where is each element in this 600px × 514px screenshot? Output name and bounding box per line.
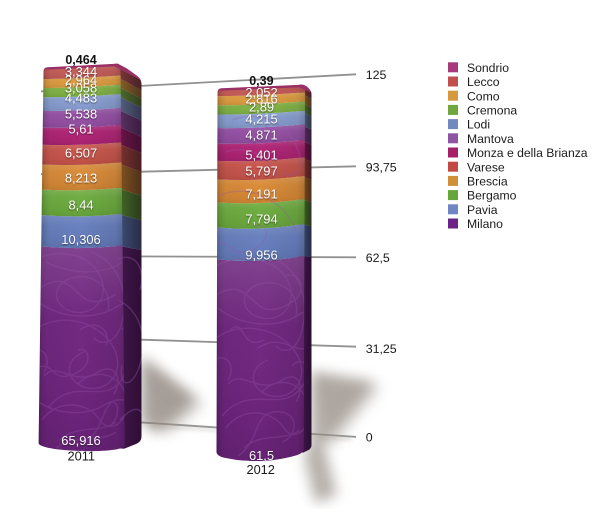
svg-text:62,5: 62,5 bbox=[366, 251, 390, 265]
svg-text:61,5: 61,5 bbox=[249, 448, 274, 463]
svg-text:5,538: 5,538 bbox=[65, 107, 97, 122]
svg-text:5,538: 5,538 bbox=[65, 107, 97, 122]
svg-text:5,797: 5,797 bbox=[245, 164, 277, 179]
svg-text:2,89: 2,89 bbox=[249, 100, 274, 115]
svg-text:9,956: 9,956 bbox=[245, 248, 277, 263]
svg-text:Lodi: Lodi bbox=[467, 118, 490, 132]
svg-text:65,916: 65,916 bbox=[61, 434, 100, 449]
svg-text:4,871: 4,871 bbox=[245, 128, 277, 143]
svg-text:2,89: 2,89 bbox=[249, 100, 274, 115]
svg-text:4,483: 4,483 bbox=[65, 91, 97, 106]
svg-text:Cremona: Cremona bbox=[467, 104, 517, 118]
svg-text:0,39: 0,39 bbox=[249, 74, 273, 88]
svg-text:0: 0 bbox=[366, 430, 373, 444]
svg-text:31,25: 31,25 bbox=[366, 342, 397, 356]
svg-text:6,507: 6,507 bbox=[65, 146, 97, 161]
svg-text:8,44: 8,44 bbox=[68, 198, 93, 213]
svg-text:7,191: 7,191 bbox=[245, 187, 277, 202]
svg-text:8,213: 8,213 bbox=[65, 171, 97, 186]
svg-text:9,956: 9,956 bbox=[245, 248, 277, 263]
svg-text:2,052: 2,052 bbox=[245, 85, 277, 100]
svg-text:3,344: 3,344 bbox=[65, 65, 97, 80]
svg-text:3,344: 3,344 bbox=[65, 64, 97, 79]
svg-text:8,213: 8,213 bbox=[65, 171, 97, 186]
svg-text:4,483: 4,483 bbox=[65, 91, 97, 106]
svg-text:93,75: 93,75 bbox=[366, 160, 397, 174]
svg-text:5,61: 5,61 bbox=[68, 122, 93, 137]
svg-text:Bergamo: Bergamo bbox=[467, 189, 517, 203]
svg-text:10,306: 10,306 bbox=[61, 232, 100, 247]
svg-text:5,401: 5,401 bbox=[245, 148, 277, 163]
svg-text:2,816: 2,816 bbox=[245, 92, 277, 107]
svg-text:61,5: 61,5 bbox=[249, 449, 274, 464]
svg-text:5,61: 5,61 bbox=[68, 122, 93, 137]
svg-text:5,401: 5,401 bbox=[245, 148, 277, 163]
svg-text:Mantova: Mantova bbox=[467, 132, 514, 146]
svg-text:2,964: 2,964 bbox=[65, 73, 97, 88]
svg-text:Brescia: Brescia bbox=[467, 175, 508, 189]
svg-text:3,058: 3,058 bbox=[65, 81, 97, 96]
svg-text:5,797: 5,797 bbox=[245, 164, 277, 179]
svg-text:10,306: 10,306 bbox=[61, 233, 100, 248]
svg-text:2012: 2012 bbox=[246, 462, 274, 477]
svg-text:Varese: Varese bbox=[467, 160, 505, 174]
svg-text:Como: Como bbox=[467, 89, 500, 103]
svg-text:4,215: 4,215 bbox=[245, 112, 277, 127]
svg-text:2011: 2011 bbox=[68, 448, 96, 463]
svg-text:7,794: 7,794 bbox=[245, 212, 277, 227]
svg-text:3,058: 3,058 bbox=[65, 81, 97, 96]
svg-text:4,871: 4,871 bbox=[245, 128, 277, 143]
svg-text:Sondrio: Sondrio bbox=[467, 61, 509, 75]
svg-text:Lecco: Lecco bbox=[467, 75, 500, 89]
svg-text:7,794: 7,794 bbox=[245, 212, 277, 227]
svg-text:65,916: 65,916 bbox=[61, 433, 100, 448]
svg-text:0,464: 0,464 bbox=[65, 53, 96, 67]
svg-text:125: 125 bbox=[366, 68, 387, 82]
svg-text:2,964: 2,964 bbox=[65, 73, 97, 88]
svg-text:8,44: 8,44 bbox=[68, 198, 93, 213]
svg-text:4,215: 4,215 bbox=[245, 112, 277, 127]
svg-text:Milano: Milano bbox=[467, 217, 503, 231]
svg-text:2,816: 2,816 bbox=[245, 92, 277, 107]
svg-text:Monza e della Brianza: Monza e della Brianza bbox=[467, 146, 588, 160]
svg-text:2,052: 2,052 bbox=[245, 86, 277, 101]
svg-text:6,507: 6,507 bbox=[65, 146, 97, 161]
svg-text:Pavia: Pavia bbox=[467, 203, 498, 217]
svg-text:7,191: 7,191 bbox=[245, 187, 277, 202]
